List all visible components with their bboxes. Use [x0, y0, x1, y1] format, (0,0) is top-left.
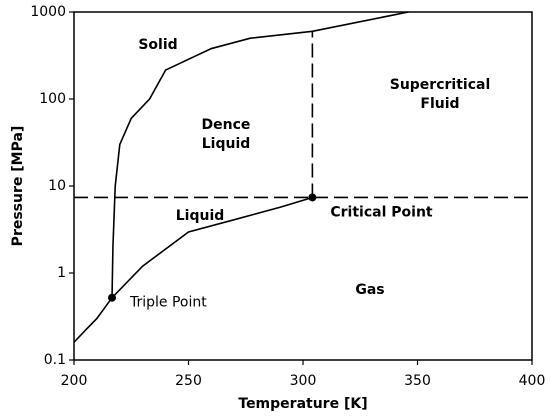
y-tick-label: 0.1: [44, 352, 66, 368]
region-label: Dence: [202, 117, 251, 133]
phase-curve: [111, 11, 409, 298]
y-tick-label: 10: [48, 178, 66, 194]
x-tick-label: 350: [404, 373, 431, 389]
x-axis-label: Temperature [K]: [238, 396, 367, 412]
region-label: Liquid: [202, 136, 251, 152]
y-tick-label: 1000: [30, 4, 66, 20]
point-label: Critical Point: [330, 204, 433, 220]
region-label: Gas: [355, 282, 384, 298]
y-tick-label: 1: [57, 265, 66, 281]
y-tick-label: 100: [39, 91, 66, 107]
region-label: Supercritical: [390, 77, 491, 93]
plot-frame: [73, 11, 533, 361]
point-marker: [108, 293, 117, 302]
point-marker: [308, 193, 317, 202]
x-tick-label: 400: [519, 373, 546, 389]
phase-curve: [73, 196, 313, 343]
point-label: Triple Point: [129, 295, 207, 311]
x-tick-label: 200: [61, 373, 88, 389]
region-label: Solid: [138, 37, 177, 53]
region-label: Liquid: [176, 208, 225, 224]
y-axis-label: Pressure [MPa]: [10, 126, 26, 247]
x-tick-label: 250: [175, 373, 202, 389]
region-label: Fluid: [420, 96, 459, 112]
x-tick-label: 300: [290, 373, 317, 389]
